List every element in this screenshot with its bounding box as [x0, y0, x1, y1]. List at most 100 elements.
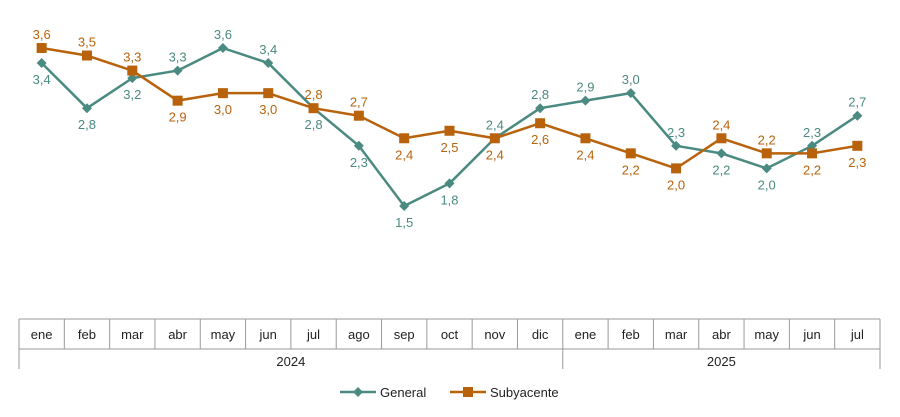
x-tick-label: mar — [121, 327, 144, 342]
legend: General Subyacente — [340, 385, 559, 400]
data-label: 2,9 — [576, 80, 594, 95]
data-point — [489, 133, 500, 144]
x-tick-label: jul — [306, 327, 320, 342]
category-axis-table: ene feb mar abr may jun jul ago sep oct nov dic ene f… — [18, 318, 881, 369]
legend-item-subyacente: Subyacente — [450, 385, 559, 400]
data-point — [36, 43, 47, 53]
data-label: 3,2 — [123, 87, 141, 102]
data-label: 2,9 — [169, 110, 187, 125]
series-general: 3,4 2,8 3,2 3,3 3,6 3,4 2,8 2,3 1,5 1,8 2,4 2,8 2,9 3… — [33, 27, 867, 230]
data-point — [81, 50, 92, 61]
data-point — [625, 88, 636, 99]
data-point — [172, 95, 183, 106]
legend-marker — [353, 387, 363, 397]
x-tick-label: jun — [802, 327, 820, 342]
data-point — [807, 148, 818, 159]
data-label: 3,4 — [259, 42, 277, 57]
data-label: 2,3 — [350, 155, 368, 170]
x-tick-label: feb — [622, 327, 640, 342]
data-point — [217, 88, 228, 99]
data-label: 3,4 — [33, 72, 51, 87]
x-tick-label: ago — [348, 327, 370, 342]
legend-label: General — [380, 385, 426, 400]
x-tick-label: abr — [168, 327, 187, 342]
x-tick-label: mar — [665, 327, 688, 342]
data-label: 2,5 — [440, 140, 458, 155]
legend-label: Subyacente — [490, 385, 559, 400]
data-point — [353, 140, 364, 151]
data-point — [127, 73, 138, 84]
data-point — [127, 65, 138, 76]
data-label: 3,0 — [214, 102, 232, 117]
x-tick-label: jul — [850, 327, 864, 342]
x-tick-label: sep — [394, 327, 415, 342]
data-label: 3,6 — [33, 27, 51, 42]
data-point — [580, 133, 591, 144]
data-point — [263, 88, 274, 99]
x-tick-label: feb — [78, 327, 96, 342]
data-label: 2,8 — [305, 117, 323, 132]
data-label: 2,4 — [712, 117, 730, 132]
data-label: 2,3 — [667, 125, 685, 140]
data-point — [580, 95, 591, 106]
data-label: 2,3 — [803, 125, 821, 140]
data-point — [308, 103, 319, 114]
data-point — [172, 65, 183, 76]
data-label: 2,2 — [803, 162, 821, 177]
data-label: 1,8 — [440, 192, 458, 207]
data-label: 2,4 — [486, 147, 504, 162]
series-subyacente: 3,6 3,5 3,3 2,9 3,0 3,0 2,8 2,7 2,4 2,5 2,4 2,6 2,4 2… — [33, 27, 867, 192]
data-point — [761, 163, 772, 174]
data-point — [399, 201, 410, 211]
data-point — [444, 178, 455, 189]
data-point — [852, 140, 863, 151]
data-point — [36, 58, 47, 69]
data-point — [217, 43, 228, 53]
data-point — [671, 140, 682, 151]
data-label: 2,8 — [78, 117, 96, 132]
data-point — [444, 125, 455, 136]
x-tick-label: may — [754, 327, 779, 342]
data-label: 3,3 — [169, 50, 187, 65]
data-point — [852, 110, 863, 121]
data-point — [716, 148, 727, 159]
data-label: 3,3 — [123, 50, 141, 65]
legend-item-general: General — [340, 385, 426, 400]
data-point — [625, 148, 636, 159]
data-label: 2,8 — [531, 87, 549, 102]
data-label: 2,7 — [848, 95, 866, 110]
data-label: 2,2 — [622, 162, 640, 177]
plot-area: 3,4 2,8 3,2 3,3 3,6 3,4 2,8 2,3 1,5 1,8 2,4 2,8 2,9 3… — [33, 27, 867, 230]
data-point — [716, 133, 727, 144]
data-point — [535, 118, 546, 129]
year-label: 2024 — [276, 354, 305, 369]
data-label: 1,5 — [395, 215, 413, 230]
data-label: 2,7 — [350, 95, 368, 110]
data-point — [761, 148, 772, 159]
data-point — [535, 103, 546, 114]
x-tick-label: oct — [441, 327, 459, 342]
legend-marker — [463, 387, 473, 397]
x-tick-label: ene — [575, 327, 597, 342]
x-tick-label: dic — [532, 327, 549, 342]
data-label: 2,3 — [848, 155, 866, 170]
data-point — [807, 140, 818, 151]
x-tick-label: may — [211, 327, 236, 342]
data-label: 2,0 — [667, 177, 685, 192]
data-label: 2,4 — [576, 147, 594, 162]
data-label: 2,2 — [712, 162, 730, 177]
x-tick-label: nov — [484, 327, 505, 342]
x-tick-label: jun — [259, 327, 277, 342]
data-point — [671, 163, 682, 174]
data-label: 2,4 — [395, 147, 413, 162]
data-point — [263, 58, 274, 69]
data-label: 3,0 — [259, 102, 277, 117]
data-label: 2,8 — [305, 87, 323, 102]
data-point — [399, 133, 410, 144]
data-label: 3,6 — [214, 27, 232, 42]
x-tick-label: ene — [31, 327, 53, 342]
data-label: 3,5 — [78, 35, 96, 50]
data-label: 2,0 — [758, 177, 776, 192]
data-label: 3,0 — [622, 72, 640, 87]
